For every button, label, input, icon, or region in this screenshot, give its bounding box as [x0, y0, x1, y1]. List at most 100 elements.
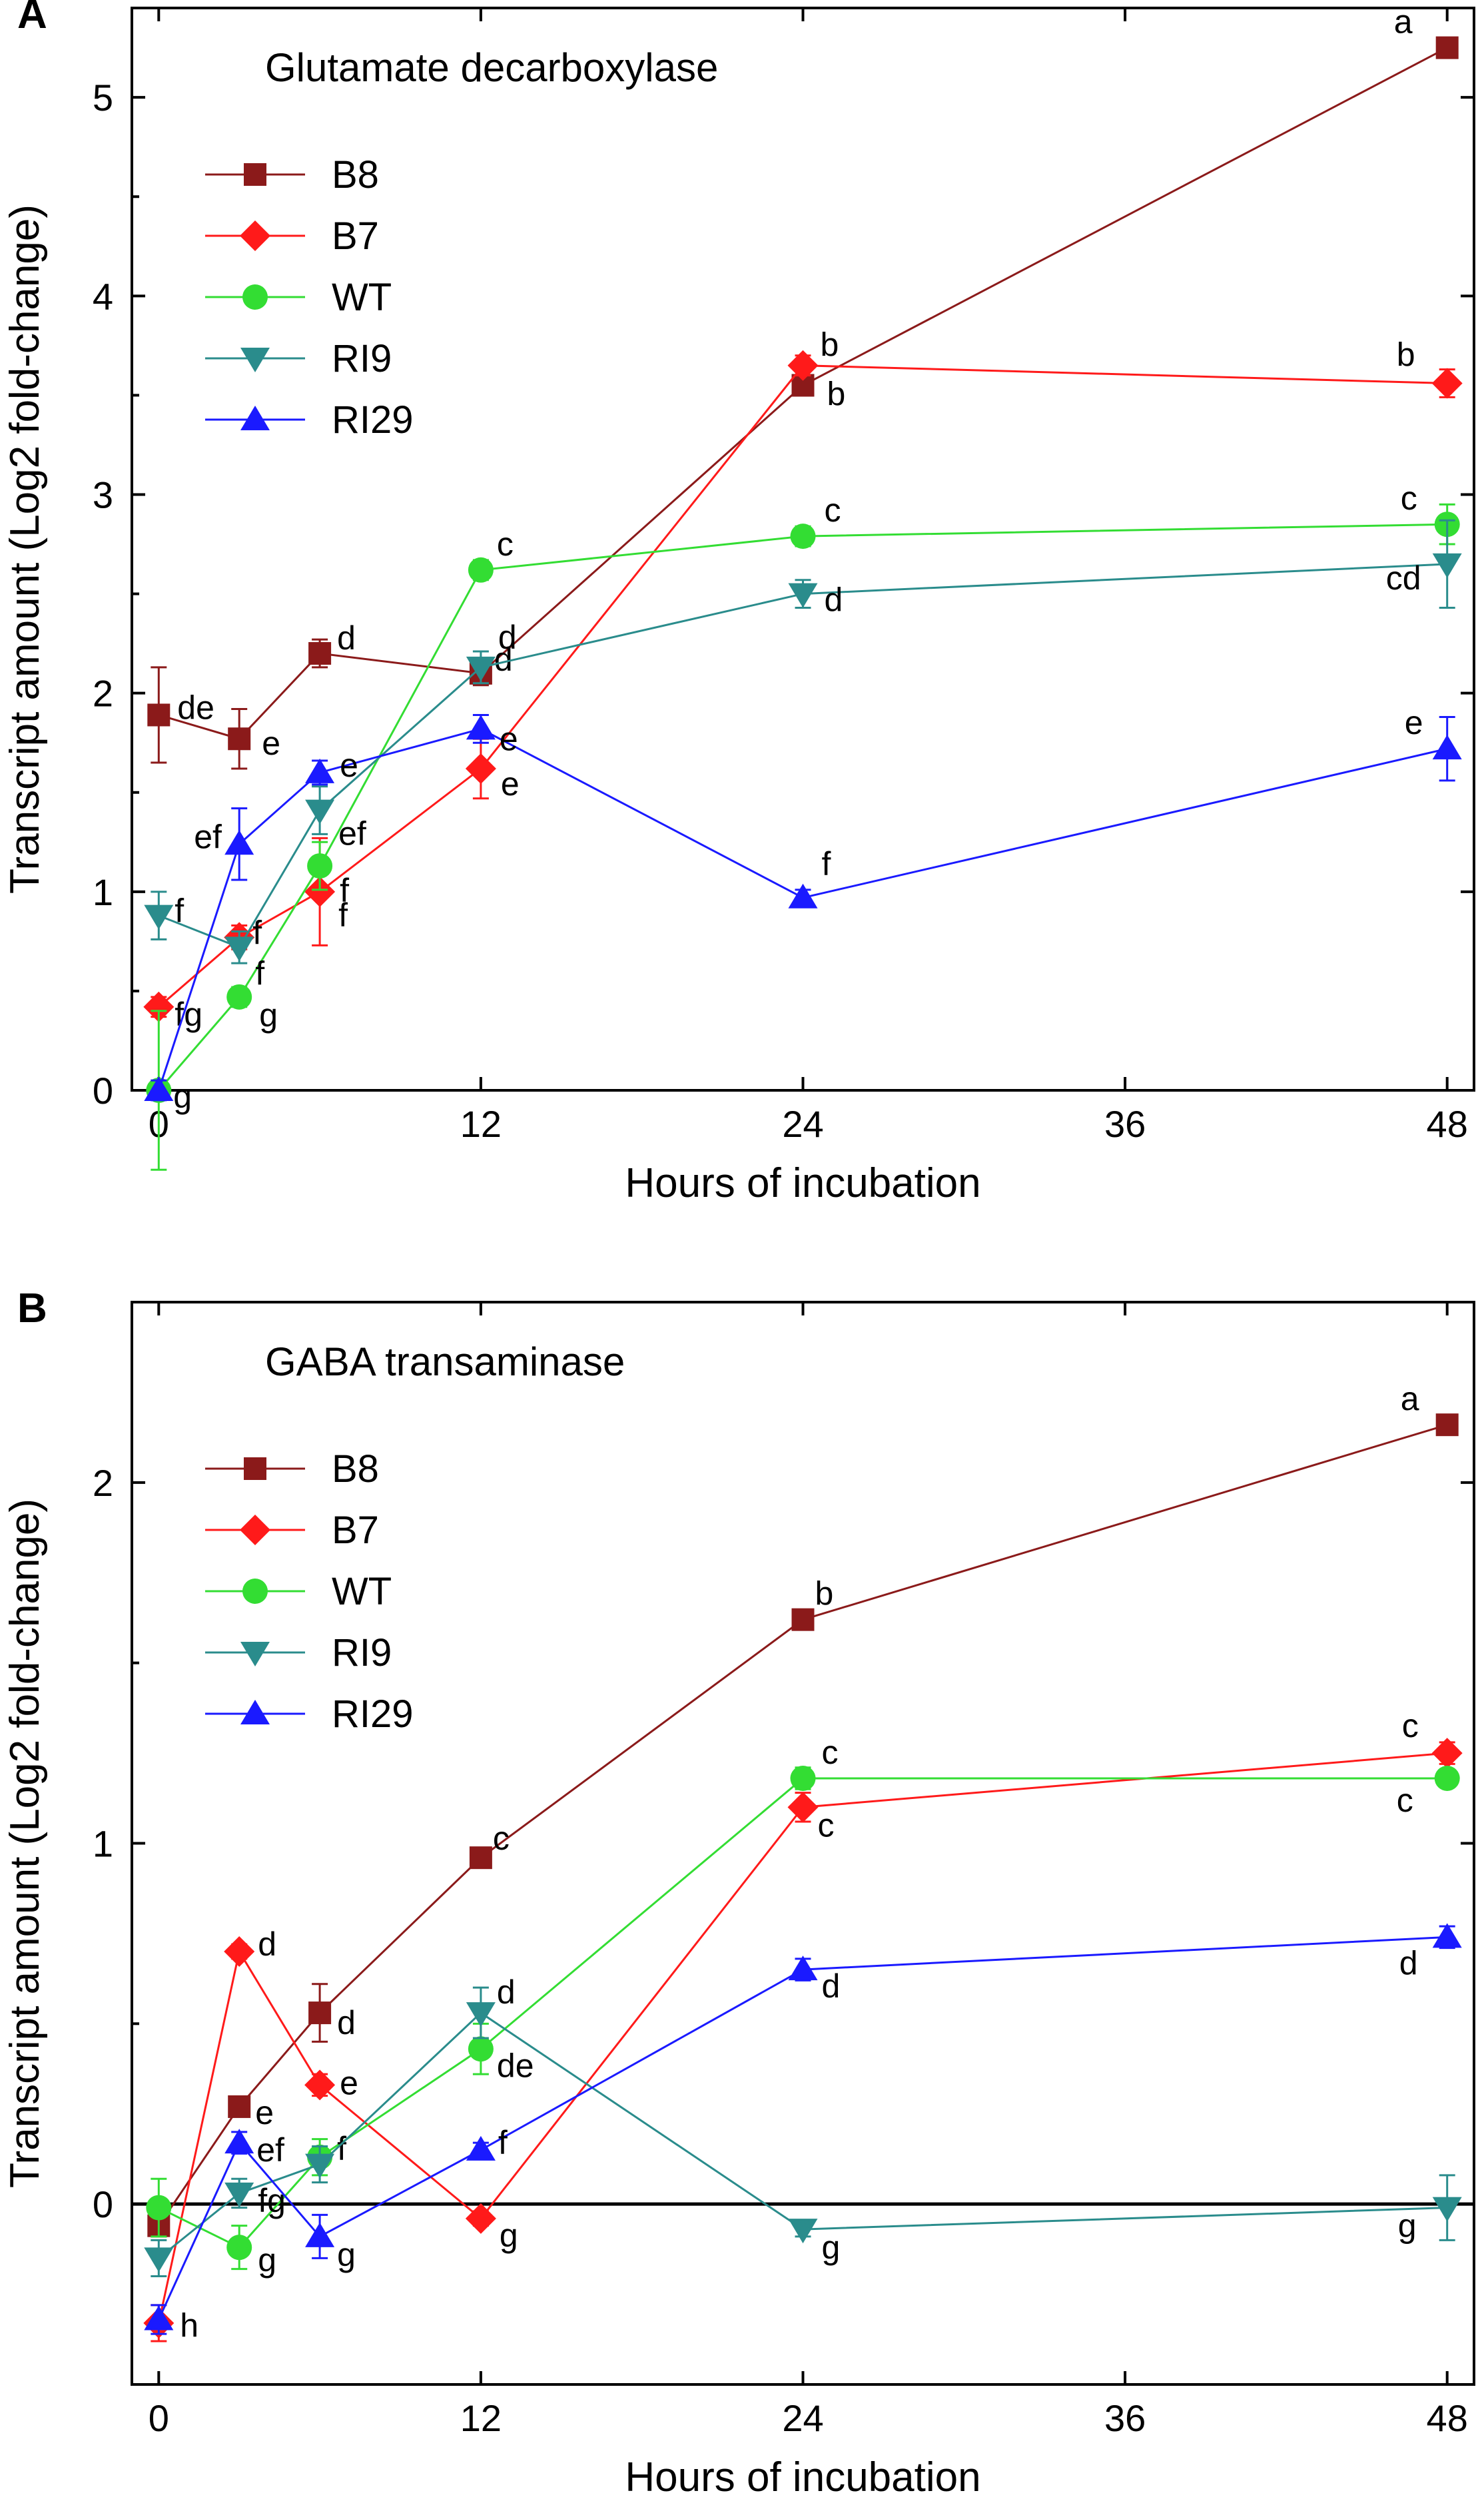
point-label: b — [1397, 336, 1415, 374]
point-label: de — [177, 689, 214, 726]
y-tick-label: 4 — [93, 275, 113, 317]
data-point — [1435, 1413, 1459, 1437]
data-point — [469, 1846, 492, 1870]
data-point — [788, 883, 818, 908]
legend-item-ri29: RI29 — [205, 1692, 414, 1736]
y-tick-label: 0 — [93, 2183, 113, 2225]
point-label: e — [500, 720, 518, 757]
y-axis-label: Transcript amount (Log2 fold-change) — [2, 1499, 48, 2188]
data-point — [790, 524, 816, 549]
data-point — [787, 1792, 819, 1823]
data-point — [791, 1608, 815, 1631]
panel-letter: A — [17, 0, 47, 37]
legend-marker — [240, 348, 270, 372]
x-tick-label: 36 — [1104, 1103, 1146, 1145]
data-point — [224, 830, 254, 855]
legend-label: RI29 — [332, 398, 414, 442]
legend-label: B7 — [332, 1509, 379, 1552]
point-label: c — [1401, 480, 1417, 517]
legend-item-ri29: RI29 — [205, 398, 414, 442]
series-line — [158, 1423, 1448, 2227]
data-point — [466, 656, 496, 681]
legend-marker — [242, 1579, 268, 1604]
x-tick-label: 12 — [460, 1103, 502, 1145]
point-label: g — [500, 2217, 518, 2254]
point-label: f — [255, 954, 264, 992]
point-label: c — [1402, 1707, 1419, 1744]
point-label: d — [825, 581, 843, 619]
legend-marker — [240, 1642, 270, 1666]
point-label: g — [1398, 2207, 1417, 2245]
point-label: b — [815, 1575, 834, 1613]
data-point — [1432, 1923, 1462, 1948]
point-label: ef — [194, 818, 222, 855]
data-point — [144, 1076, 174, 1101]
x-tick-label: 24 — [782, 1103, 823, 1145]
series-line — [158, 2011, 1447, 2259]
data-point — [144, 2305, 174, 2331]
point-label: g — [258, 2241, 276, 2279]
panel-letter: B — [17, 1285, 47, 1331]
point-label: e — [340, 2064, 358, 2101]
data-point — [788, 1956, 818, 1981]
legend: B8 B7 WT RI9 RI29 — [205, 153, 414, 442]
point-label: f — [175, 893, 184, 930]
legend-item-ri9: RI9 — [205, 337, 392, 380]
point-label: d — [258, 1926, 276, 1963]
y-tick-label: 2 — [93, 1462, 113, 1504]
data-point — [465, 2203, 496, 2234]
point-label: f — [252, 914, 262, 951]
legend-label: B7 — [332, 214, 379, 258]
point-label: d — [1399, 1944, 1418, 1981]
legend-marker — [244, 163, 266, 186]
series-line — [157, 1936, 1447, 2321]
data-point — [147, 703, 171, 727]
legend-marker — [240, 1515, 270, 1545]
point-label: fg — [258, 2182, 286, 2219]
data-point — [226, 2235, 252, 2261]
data-point — [1434, 1766, 1460, 1791]
series-line — [158, 523, 1447, 1091]
data-point — [466, 2135, 496, 2161]
point-label: e — [1405, 704, 1423, 741]
point-label: g — [259, 996, 278, 1034]
point-label: f — [822, 845, 831, 883]
data-point — [1431, 1738, 1463, 1769]
chart-title: GABA transaminase — [265, 1339, 625, 1384]
legend-label: WT — [332, 276, 392, 319]
series-b7: fgf feb b — [143, 326, 1463, 1033]
data-point — [146, 2195, 172, 2221]
y-tick-label: 2 — [93, 673, 113, 715]
point-label: e — [340, 747, 358, 784]
point-label: b — [821, 326, 839, 364]
point-label: f — [340, 872, 349, 909]
point-label: b — [827, 376, 846, 413]
data-point — [788, 583, 818, 608]
data-point — [224, 2182, 254, 2207]
series-line — [158, 364, 1447, 1008]
data-point — [1432, 553, 1462, 578]
point-label: c — [493, 1820, 510, 1857]
x-tick-label: 36 — [1104, 2397, 1146, 2439]
legend: B8 B7 WT RI9 RI29 — [205, 1447, 414, 1736]
point-label: c — [818, 1806, 835, 1844]
data-point — [304, 2069, 336, 2101]
x-tick-label: 24 — [782, 2397, 823, 2439]
legend-marker — [242, 284, 268, 310]
point-label: c — [825, 492, 841, 529]
point-label: e — [262, 725, 280, 762]
x-tick-label: 48 — [1427, 2397, 1468, 2439]
x-tick-label: 0 — [149, 2397, 169, 2439]
data-point — [790, 1766, 816, 1791]
point-label: ef — [338, 815, 366, 853]
legend-label: RI9 — [332, 1631, 392, 1674]
data-point — [308, 642, 332, 665]
data-point — [308, 2001, 332, 2025]
point-label: f — [337, 2130, 346, 2167]
x-tick-label: 12 — [460, 2397, 502, 2439]
point-label: ef — [256, 2131, 284, 2169]
